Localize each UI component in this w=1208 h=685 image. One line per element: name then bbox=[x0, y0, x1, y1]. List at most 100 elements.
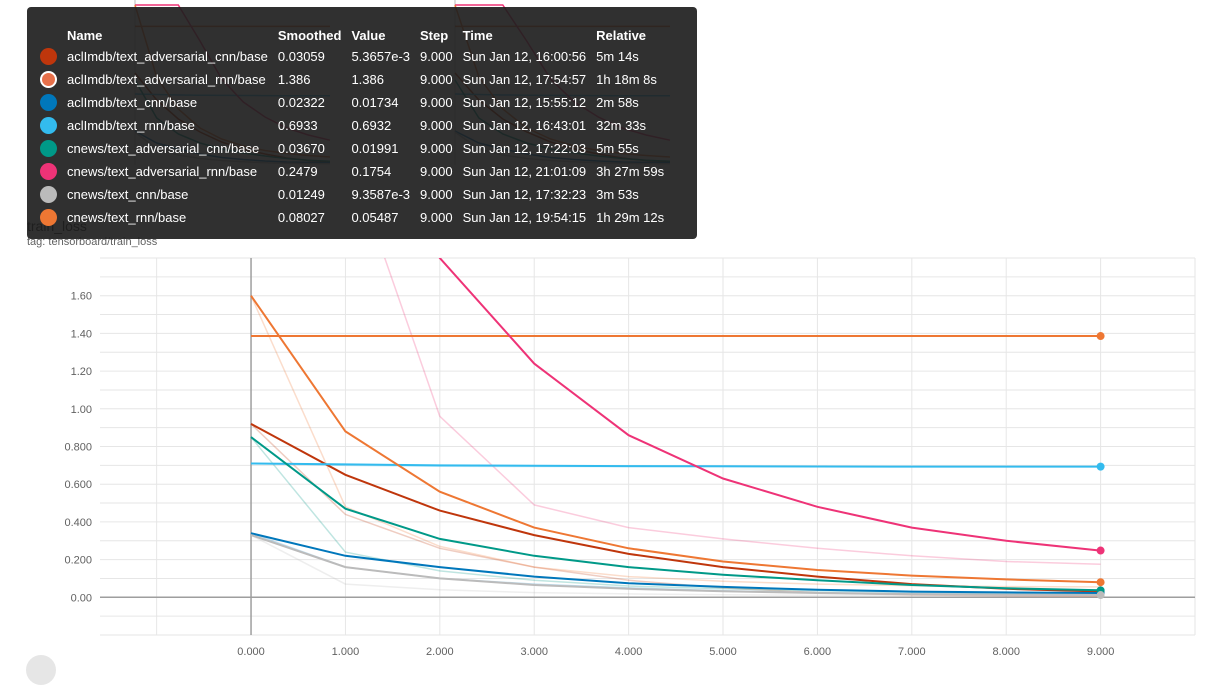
series-color-icon bbox=[40, 163, 57, 181]
header-relative: Relative bbox=[596, 27, 647, 43]
series-end-point bbox=[1096, 591, 1105, 600]
tooltip-row: cnews/text_adversarial_cnn/base 0.03670 0.… bbox=[35, 137, 669, 160]
x-tick-label: 5.000 bbox=[709, 646, 737, 658]
tooltip-swatch-cell bbox=[35, 91, 62, 114]
series-color-icon bbox=[40, 140, 57, 158]
tooltip-row: cnews/text_rnn/base 0.08027 0.05487 9.000 Su… bbox=[35, 206, 669, 229]
tooltip-smoothed: 0.6933 bbox=[277, 118, 318, 133]
tooltip-row: aclImdb/text_rnn/base 0.6933 0.6932 9.000 Su… bbox=[35, 114, 669, 137]
tooltip-time: Sun Jan 12, 17:22:03 bbox=[462, 141, 587, 156]
tooltip-smoothed: 0.02322 bbox=[277, 95, 325, 110]
series-color-icon bbox=[40, 71, 57, 89]
tooltip-name: cnews/text_adversarial_cnn/base bbox=[67, 141, 260, 156]
tooltip-panel: Name Smoothed Value Step Time Relative a… bbox=[27, 7, 697, 239]
tooltip-row: aclImdb/text_adversarial_rnn/base 1.386 1.… bbox=[35, 68, 669, 91]
tooltip-swatch-cell bbox=[35, 160, 62, 183]
tooltip-step: 9.000 bbox=[420, 72, 453, 87]
series-smoothed-line bbox=[438, 258, 1101, 552]
tooltip-step: 9.000 bbox=[420, 187, 453, 202]
tooltip-value: 1.386 bbox=[351, 72, 384, 87]
series-raw-line bbox=[250, 534, 1101, 597]
y-tick-label: 0.00 bbox=[71, 592, 92, 604]
tooltip-row: aclImdb/text_cnn/base 0.02322 0.01734 9.000… bbox=[35, 91, 669, 114]
tooltip-name: aclImdb/text_adversarial_rnn/base bbox=[67, 72, 266, 87]
tooltip-name: cnews/text_rnn/base bbox=[67, 210, 187, 225]
tooltip-value: 0.1754 bbox=[351, 164, 392, 179]
tooltip-smoothed: 0.2479 bbox=[277, 164, 318, 179]
tooltip-swatch-cell bbox=[35, 114, 62, 137]
tooltip-relative: 32m 33s bbox=[596, 118, 647, 133]
tooltip-time: Sun Jan 12, 19:54:15 bbox=[462, 210, 587, 225]
tooltip-table: Name Smoothed Value Step Time Relative a… bbox=[35, 25, 669, 229]
y-tick-label: 0.400 bbox=[64, 517, 92, 529]
tooltip-row: aclImdb/text_adversarial_cnn/base 0.03059… bbox=[35, 45, 669, 68]
x-tick-label: 2.000 bbox=[426, 646, 454, 658]
tooltip-relative: 3h 27m 59s bbox=[596, 164, 665, 179]
x-tick-label: 9.000 bbox=[1087, 646, 1115, 658]
y-tick-label: 1.00 bbox=[71, 404, 92, 416]
tooltip-time: Sun Jan 12, 21:01:09 bbox=[462, 164, 587, 179]
series-end-point bbox=[1096, 462, 1105, 471]
tooltip-relative: 5m 55s bbox=[596, 141, 639, 156]
tooltip-value: 5.3657e-3 bbox=[351, 49, 411, 64]
tooltip-swatch-cell bbox=[35, 183, 62, 206]
x-tick-label: 6.000 bbox=[804, 646, 832, 658]
tooltip-step: 9.000 bbox=[420, 95, 453, 110]
series-smoothed-line bbox=[250, 534, 1101, 596]
header-time: Time bbox=[462, 27, 493, 43]
y-tick-label: 1.20 bbox=[71, 366, 92, 378]
tooltip-relative: 5m 14s bbox=[596, 49, 639, 64]
tooltip-header-row: Name Smoothed Value Step Time Relative bbox=[35, 25, 669, 45]
train-loss-chart[interactable]: 0.000 1.000 2.000 3.000 4.000 5.000 6.000 7.000… bbox=[0, 250, 1208, 664]
tooltip-value: 0.01734 bbox=[351, 95, 399, 110]
series-end-point bbox=[1096, 332, 1105, 341]
tooltip-swatch-cell bbox=[35, 68, 62, 91]
y-tick-label: 0.600 bbox=[64, 479, 92, 491]
tooltip-value: 0.6932 bbox=[351, 118, 392, 133]
tooltip-step: 9.000 bbox=[420, 49, 453, 64]
tooltip-value: 0.01991 bbox=[351, 141, 399, 156]
tooltip-row: cnews/text_adversarial_rnn/base 0.2479 0.1… bbox=[35, 160, 669, 183]
tooltip-row: cnews/text_cnn/base 0.01249 9.3587e-3 9.000… bbox=[35, 183, 669, 206]
chart-tag: tag: tensorboard/train_loss bbox=[27, 236, 158, 248]
tooltip-name: aclImdb/text_rnn/base bbox=[67, 118, 195, 133]
tooltip-step: 9.000 bbox=[420, 141, 453, 156]
tooltip-swatch-cell bbox=[35, 206, 62, 229]
series-end-point bbox=[1096, 578, 1105, 587]
series-raw-line bbox=[383, 258, 1101, 566]
tooltip-smoothed: 0.01249 bbox=[277, 187, 325, 202]
series-color-icon bbox=[40, 209, 57, 227]
tooltip-name: aclImdb/text_adversarial_cnn/base bbox=[67, 49, 268, 64]
tooltip-swatch-cell bbox=[35, 45, 62, 68]
tooltip-time: Sun Jan 12, 15:55:12 bbox=[462, 95, 587, 110]
series-smoothed-line bbox=[250, 295, 1101, 584]
tooltip-relative: 1h 29m 12s bbox=[596, 210, 665, 225]
series-smoothed-line bbox=[250, 436, 1101, 592]
tooltip-step: 9.000 bbox=[420, 210, 453, 225]
tooltip-smoothed: 0.03059 bbox=[277, 49, 325, 64]
series-color-icon bbox=[40, 94, 57, 112]
y-tick-label: 0.800 bbox=[64, 442, 92, 454]
header-name: Name bbox=[67, 27, 103, 43]
tooltip-smoothed: 0.08027 bbox=[277, 210, 325, 225]
x-tick-label: 8.000 bbox=[992, 646, 1020, 658]
header-smoothed: Smoothed bbox=[277, 27, 342, 43]
series-color-icon bbox=[40, 48, 57, 66]
series-end-point bbox=[1096, 546, 1105, 555]
header-step: Step bbox=[420, 27, 449, 43]
y-tick-label: 0.200 bbox=[64, 555, 92, 567]
tooltip-value: 9.3587e-3 bbox=[351, 187, 411, 202]
y-tick-label: 1.40 bbox=[71, 328, 92, 340]
tooltip-value: 0.05487 bbox=[351, 210, 399, 225]
x-tick-label: 0.000 bbox=[237, 646, 265, 658]
header-swatch bbox=[35, 25, 62, 45]
x-tick-label: 4.000 bbox=[615, 646, 643, 658]
fab-button[interactable] bbox=[26, 655, 56, 685]
series-smoothed-line bbox=[250, 423, 1101, 593]
series-color-icon bbox=[40, 186, 57, 204]
header-value: Value bbox=[351, 27, 386, 43]
series-color-icon bbox=[40, 117, 57, 135]
tooltip-time: Sun Jan 12, 16:43:01 bbox=[462, 118, 587, 133]
tooltip-relative: 2m 58s bbox=[596, 95, 639, 110]
tooltip-relative: 3m 53s bbox=[596, 187, 639, 202]
